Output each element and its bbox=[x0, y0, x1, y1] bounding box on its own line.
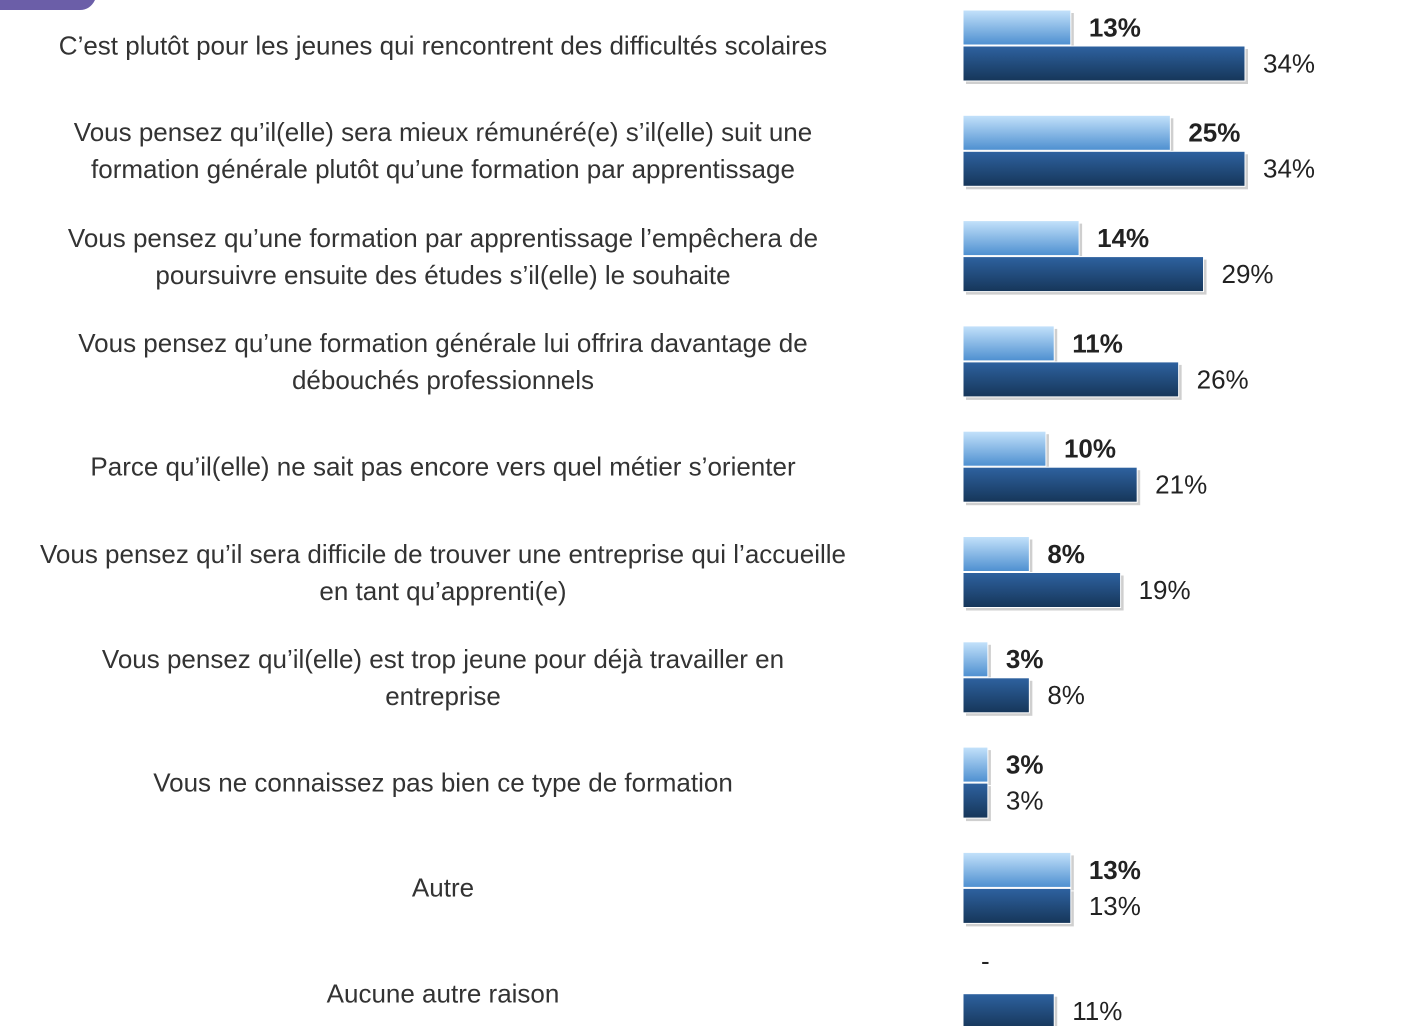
bar bbox=[962, 887, 1072, 924]
bar bbox=[962, 536, 1030, 572]
bar bbox=[962, 430, 1047, 467]
value-label: 13% bbox=[1089, 855, 1141, 885]
bar bbox=[962, 993, 1055, 1026]
category-label: Vous ne connaissez pas bien ce type de f… bbox=[153, 767, 733, 798]
bar bbox=[962, 851, 1072, 888]
bar bbox=[962, 45, 1246, 82]
category-label: Vous pensez qu’une formation générale lu… bbox=[78, 327, 808, 395]
category-label: Autre bbox=[411, 872, 475, 903]
bar bbox=[962, 361, 1180, 398]
category-label: Vous pensez qu’une formation par apprent… bbox=[67, 222, 819, 290]
category-label: C’est plutôt pour les jeunes qui rencont… bbox=[58, 30, 828, 61]
value-label: 8% bbox=[1047, 680, 1085, 710]
category-label: Aucune autre raison bbox=[326, 978, 560, 1009]
bar bbox=[962, 325, 1055, 362]
bar bbox=[962, 150, 1246, 187]
category-label: Vous pensez qu’il(elle) est trop jeune p… bbox=[101, 643, 785, 711]
bar bbox=[962, 641, 989, 678]
value-label: 25% bbox=[1188, 118, 1240, 148]
bar bbox=[962, 466, 1138, 503]
value-label: 21% bbox=[1155, 470, 1207, 500]
bar bbox=[962, 782, 989, 819]
corner-tab bbox=[0, 0, 95, 10]
bar bbox=[962, 9, 1072, 46]
value-label: 13% bbox=[1089, 12, 1141, 42]
bar bbox=[962, 677, 1030, 714]
value-label: 34% bbox=[1263, 154, 1315, 184]
value-label: 3% bbox=[1006, 644, 1044, 674]
value-label: 26% bbox=[1197, 364, 1249, 394]
value-label: 3% bbox=[1006, 749, 1044, 779]
value-label: 11% bbox=[1072, 328, 1123, 358]
value-label: 13% bbox=[1089, 891, 1141, 921]
value-label: 29% bbox=[1222, 259, 1274, 289]
value-label: 8% bbox=[1047, 539, 1085, 569]
category-label: Parce qu’il(elle) ne sait pas encore ver… bbox=[90, 451, 796, 482]
category-label: Vous pensez qu’il sera difficile de trou… bbox=[40, 538, 846, 606]
value-label: 34% bbox=[1263, 48, 1315, 78]
value-label: 19% bbox=[1139, 575, 1191, 605]
bar bbox=[962, 746, 989, 783]
value-label: - bbox=[981, 946, 990, 976]
bar bbox=[962, 220, 1080, 257]
value-label: 3% bbox=[1006, 785, 1044, 815]
bar bbox=[962, 256, 1205, 293]
value-label: 11% bbox=[1072, 996, 1122, 1026]
bar bbox=[962, 572, 1122, 608]
value-label: 14% bbox=[1097, 223, 1149, 253]
category-label: Vous pensez qu’il(elle) sera mieux rémun… bbox=[73, 117, 813, 185]
value-label: 10% bbox=[1064, 434, 1116, 464]
bar bbox=[962, 114, 1171, 151]
